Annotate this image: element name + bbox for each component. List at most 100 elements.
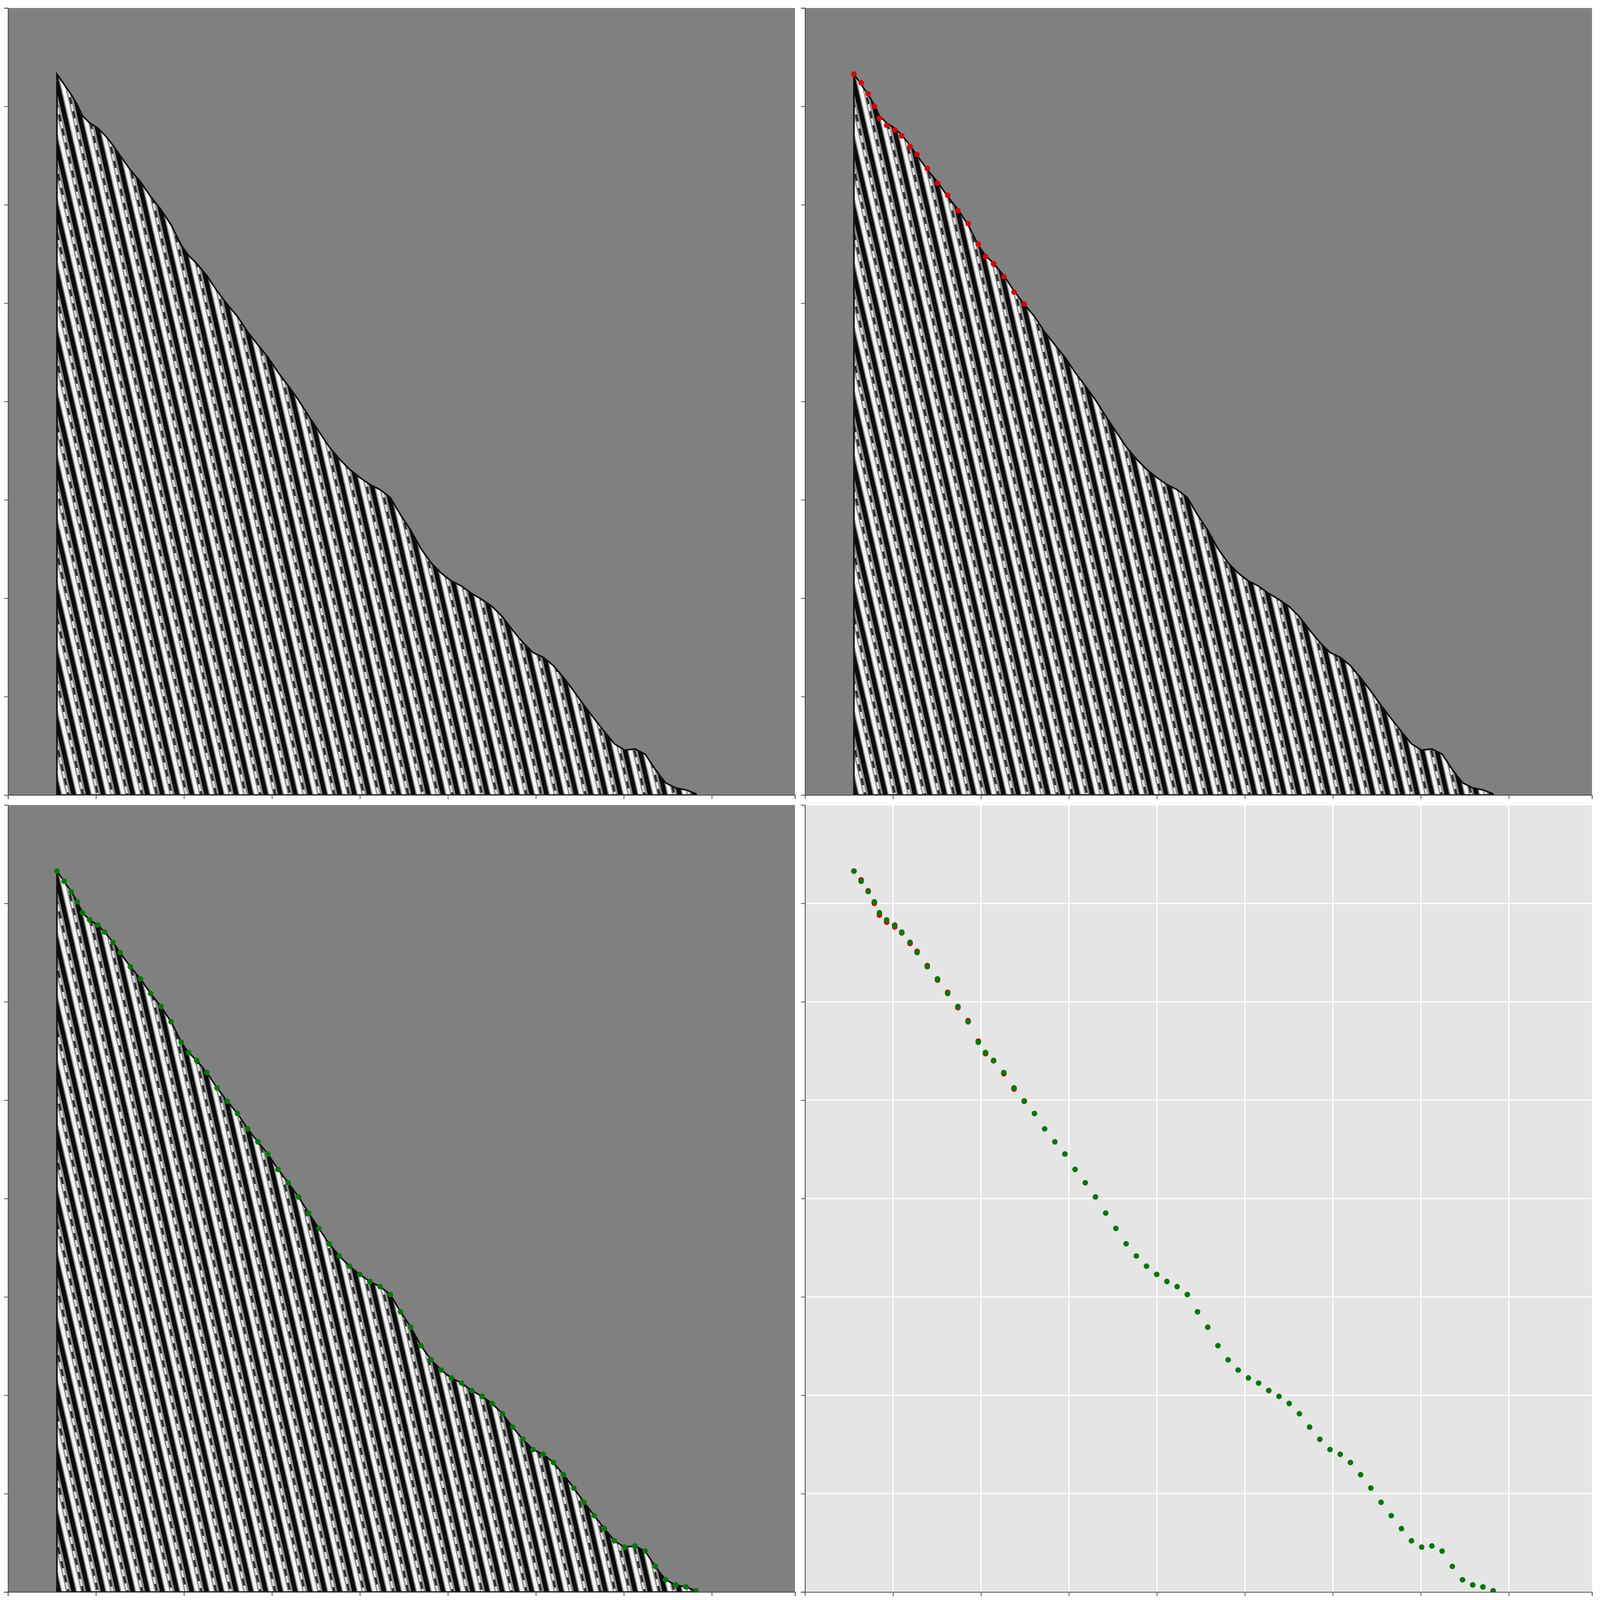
grid-line xyxy=(805,1296,1593,1298)
pick-point xyxy=(892,127,898,133)
pick-point xyxy=(876,910,883,916)
pick-point xyxy=(581,1499,587,1506)
pick-point xyxy=(965,1019,971,1025)
y-tick xyxy=(4,401,8,402)
y-tick-mark xyxy=(801,8,806,9)
pick-point xyxy=(1011,1085,1017,1091)
seismic-wavefield xyxy=(56,74,696,795)
pick-point xyxy=(990,260,997,267)
x-tick-mark xyxy=(892,795,894,800)
pick-point xyxy=(1184,1291,1190,1298)
pick-point xyxy=(1296,1410,1303,1417)
y-tick xyxy=(801,401,806,402)
x-tick xyxy=(1244,1592,1246,1596)
y-tick-mark xyxy=(4,1395,8,1396)
pick-point xyxy=(1133,1253,1140,1259)
pick-point xyxy=(377,1284,383,1290)
plot-area xyxy=(851,71,1494,795)
seismic-wavefield xyxy=(56,871,696,1592)
y-tick xyxy=(801,805,806,806)
pick-point xyxy=(591,1512,598,1519)
pick-point xyxy=(1378,1499,1384,1506)
pick-point xyxy=(346,1263,353,1269)
pick-point xyxy=(61,878,67,884)
x-axis-line xyxy=(8,1592,796,1597)
pick-point xyxy=(1245,1375,1252,1381)
x-tick-mark xyxy=(1156,795,1158,800)
y-tick xyxy=(801,1592,806,1593)
pick-point xyxy=(662,1577,669,1583)
pick-point xyxy=(1429,1543,1435,1549)
pick-point xyxy=(275,1166,281,1172)
pick-point xyxy=(1327,1446,1333,1453)
x-tick-mark xyxy=(1068,795,1070,800)
pick-point xyxy=(693,1588,699,1592)
pick-point xyxy=(194,1057,200,1064)
pick-point xyxy=(316,1225,322,1232)
y-tick-mark xyxy=(4,106,8,107)
y-tick-mark xyxy=(4,499,8,501)
y-tick xyxy=(801,1198,806,1199)
panel xyxy=(4,8,796,800)
pick-point xyxy=(1306,1424,1313,1430)
pick-point xyxy=(1286,1400,1292,1407)
x-tick xyxy=(711,795,712,800)
pick-point xyxy=(975,1039,982,1046)
pick-point xyxy=(1092,1194,1099,1200)
y-tick-mark xyxy=(4,804,8,806)
grid-line xyxy=(805,1198,1593,1200)
seismic-wavefield xyxy=(854,74,1494,795)
pick-point xyxy=(1204,1324,1211,1330)
pick-point xyxy=(1113,1225,1119,1232)
y-tick-mark xyxy=(801,1395,806,1396)
x-tick-mark xyxy=(623,1592,625,1596)
x-axis xyxy=(805,795,1593,800)
pick-point xyxy=(79,910,86,916)
x-tick xyxy=(272,795,273,800)
x-tick xyxy=(448,795,449,800)
x-tick xyxy=(980,795,982,800)
pick-point xyxy=(1235,1367,1241,1373)
y-tick xyxy=(801,696,806,698)
grid-line xyxy=(805,1394,1593,1396)
x-tick xyxy=(536,1592,537,1596)
pick-point xyxy=(168,1019,174,1025)
x-tick xyxy=(1156,1592,1158,1596)
y-tick xyxy=(4,696,8,698)
pick-point xyxy=(336,1253,342,1259)
x-tick-mark xyxy=(711,1592,713,1596)
x-axis-line xyxy=(8,795,796,800)
x-tick-mark xyxy=(359,795,361,800)
y-tick xyxy=(801,1100,806,1101)
pick-point xyxy=(1011,289,1017,295)
x-tick xyxy=(711,1592,712,1596)
pick-point xyxy=(499,1410,506,1417)
pick-point xyxy=(489,1400,495,1407)
pick-point xyxy=(185,1049,192,1056)
x-tick-mark xyxy=(95,795,97,800)
grid-line xyxy=(805,1001,1593,1003)
y-tick xyxy=(4,106,8,107)
pick-point xyxy=(990,1057,997,1064)
pick-point xyxy=(255,1139,261,1145)
pick-point xyxy=(428,1357,434,1363)
pick-point xyxy=(479,1393,485,1400)
pick-point xyxy=(102,929,108,935)
pick-point xyxy=(1368,1485,1374,1491)
pick-point xyxy=(865,888,871,895)
pick-point xyxy=(884,917,890,923)
x-tick xyxy=(96,795,97,800)
pick-point xyxy=(158,1003,164,1010)
pick-point xyxy=(285,1180,292,1186)
x-tick-mark xyxy=(359,1592,361,1596)
plot-background xyxy=(8,805,796,1593)
y-axis xyxy=(801,8,806,796)
y-tick xyxy=(801,500,806,501)
pick-point xyxy=(982,254,989,260)
pick-point xyxy=(418,1342,424,1349)
x-tick xyxy=(360,795,361,800)
pick-series xyxy=(851,868,1496,1592)
pick-point xyxy=(387,1291,394,1298)
y-tick-mark xyxy=(801,302,806,304)
grid-line xyxy=(805,804,1593,806)
